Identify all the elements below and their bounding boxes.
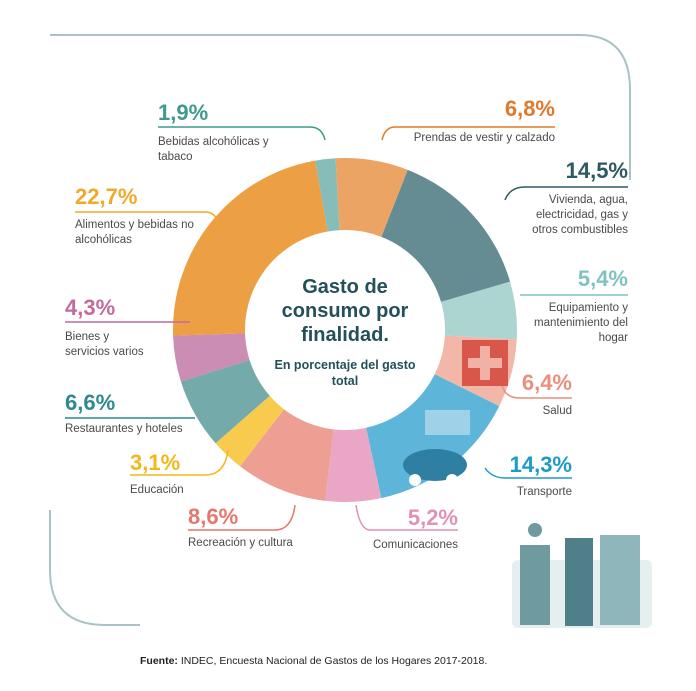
- leader-lines: [65, 126, 628, 531]
- label-alimentos: Alimentos y bebidas no alcohólicas: [75, 219, 194, 246]
- label-educacion: Educación: [130, 484, 184, 496]
- chart-subtitle: En porcentaje del gasto total: [274, 358, 416, 388]
- icon-city: [512, 523, 652, 628]
- source-note: Fuente: INDEC, Encuesta Nacional de Gast…: [140, 655, 487, 667]
- pct-comunicaciones: 5,2%: [407, 505, 458, 530]
- pct-vivienda: 14,5%: [565, 158, 628, 183]
- center-title-block: Gasto de consumo por finalidad. En porce…: [265, 275, 425, 389]
- pct-transporte: 14,3%: [509, 452, 572, 477]
- pct-recreacion: 8,6%: [188, 504, 239, 529]
- label-prendas: Prendas de vestir y calzado: [413, 132, 555, 144]
- icon-health-cross: [462, 340, 508, 386]
- label-vivienda: Vivienda, agua, electricidad, gas y otro…: [532, 194, 628, 236]
- pct-equipamiento: 5,4%: [577, 266, 628, 291]
- chart-title: Gasto de consumo por finalidad.: [281, 276, 409, 346]
- label-comunicaciones: Comunicaciones: [372, 539, 458, 551]
- source-label: Fuente:: [140, 655, 178, 667]
- frame-top: [50, 34, 631, 180]
- label-bienes: Bienes y servicios varios: [65, 331, 144, 358]
- label-bebidas: Bebidas alcohólicas y tabaco: [158, 136, 269, 163]
- pct-educacion: 3,1%: [130, 450, 181, 475]
- pct-bebidas: 1,9%: [158, 100, 209, 125]
- label-equipamiento: Equipamiento y mantenimiento del hogar: [534, 302, 628, 344]
- icon-car: [403, 410, 470, 486]
- donut-hole: [245, 230, 445, 430]
- frame-bottom: [49, 510, 140, 626]
- pct-restaurantes: 6,6%: [65, 390, 116, 415]
- label-recreacion: Recreación y cultura: [188, 537, 293, 549]
- pct-bienes: 4,3%: [65, 295, 116, 320]
- label-salud: Salud: [542, 405, 572, 417]
- pct-prendas: 6,8%: [504, 96, 555, 121]
- pct-alimentos: 22,7%: [75, 184, 138, 209]
- label-transporte: Transporte: [516, 486, 572, 498]
- source-text: INDEC, Encuesta Nacional de Gastos de lo…: [180, 655, 488, 667]
- label-restaurantes: Restaurantes y hoteles: [65, 423, 183, 435]
- pct-salud: 6,4%: [521, 370, 572, 395]
